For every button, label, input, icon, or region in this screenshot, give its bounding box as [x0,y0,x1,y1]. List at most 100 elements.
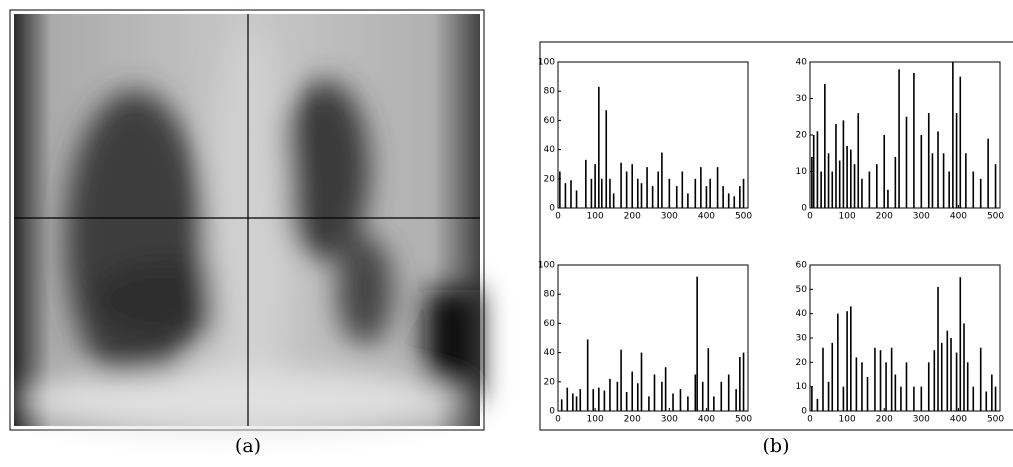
y-tick-label: 100 [538,58,555,68]
bar [625,171,628,208]
bar [696,276,698,411]
y-tick-label: 100 [538,261,555,271]
y-tick-label: 10 [796,167,808,177]
bar [603,390,606,411]
bar [679,389,682,411]
bar [636,178,639,208]
bar [733,196,736,208]
bar [600,178,603,208]
x-tick-label: 500 [987,415,1004,425]
bar [594,164,596,208]
y-tick-label: 30 [796,334,808,344]
x-tick-label: 100 [839,415,856,425]
bar [883,135,886,208]
bar [835,124,837,208]
bar [937,131,939,208]
bar [694,374,697,411]
x-tick-label: 400 [950,415,967,425]
x-tick-label: 400 [698,415,715,425]
bar [700,167,702,208]
bar [605,110,608,208]
bar [687,193,689,208]
bar [853,164,856,208]
x-tick-label: 500 [735,415,752,425]
y-tick-label: 80 [544,87,556,97]
x-tick-label: 500 [735,212,752,222]
bar [831,171,834,208]
y-tick-label: 60 [544,319,556,329]
y-tick-label: 40 [796,309,808,319]
bar [861,178,863,208]
bar [661,381,663,411]
y-tick-label: 0 [549,407,555,417]
bar [640,183,643,208]
bar [675,186,678,208]
bar [636,383,639,411]
x-tick-label: 500 [987,212,1004,222]
bar [979,178,982,208]
bar [811,156,813,208]
bar [812,135,815,208]
bar [866,376,869,411]
bar [952,62,954,208]
bar [620,162,622,208]
bar [948,171,950,208]
bar [963,323,965,411]
bar [575,190,578,208]
bar [905,116,908,208]
bar [648,396,650,411]
x-tick-label: 300 [913,212,930,222]
bar [946,330,949,411]
bar [620,349,622,411]
bar [920,386,923,411]
bar [646,167,648,208]
bar [816,131,819,208]
bar [742,352,745,411]
bar [657,171,659,208]
x-tick-label: 200 [624,415,641,425]
bar [913,386,915,411]
bar [572,393,574,411]
x-tick-label: 300 [661,415,678,425]
y-tick-label: 20 [796,358,808,368]
bar [931,153,934,208]
bar [868,171,871,208]
bar [900,386,902,411]
x-tick-label: 0 [555,415,561,425]
bar [937,286,939,411]
bar [672,393,674,411]
bar [681,171,684,208]
y-tick-label: 60 [544,116,556,126]
bar [722,186,724,208]
bar [570,180,572,208]
bar [827,381,830,411]
bar [735,389,737,411]
plot-frame [809,61,1001,209]
bar [811,386,813,411]
x-tick-label: 0 [807,415,813,425]
bar [586,339,589,411]
x-tick-label: 200 [624,212,641,222]
bar [927,362,930,411]
plot-frame [557,61,749,209]
bar [955,352,958,411]
bar [739,356,741,411]
bar [994,164,997,208]
x-tick-label: 100 [839,212,856,222]
x-tick-label: 0 [807,212,813,222]
bar [842,120,845,208]
bar [575,396,578,411]
bar [713,396,715,411]
y-tick-label: 40 [544,145,556,155]
bar [875,164,878,208]
y-tick-label: 20 [544,377,556,387]
bar [846,311,848,411]
bar [994,386,997,411]
y-tick-label: 80 [544,290,556,300]
bar [846,145,848,208]
bar [890,347,893,411]
bar [933,350,936,411]
bar [959,76,962,208]
bar [905,362,908,411]
